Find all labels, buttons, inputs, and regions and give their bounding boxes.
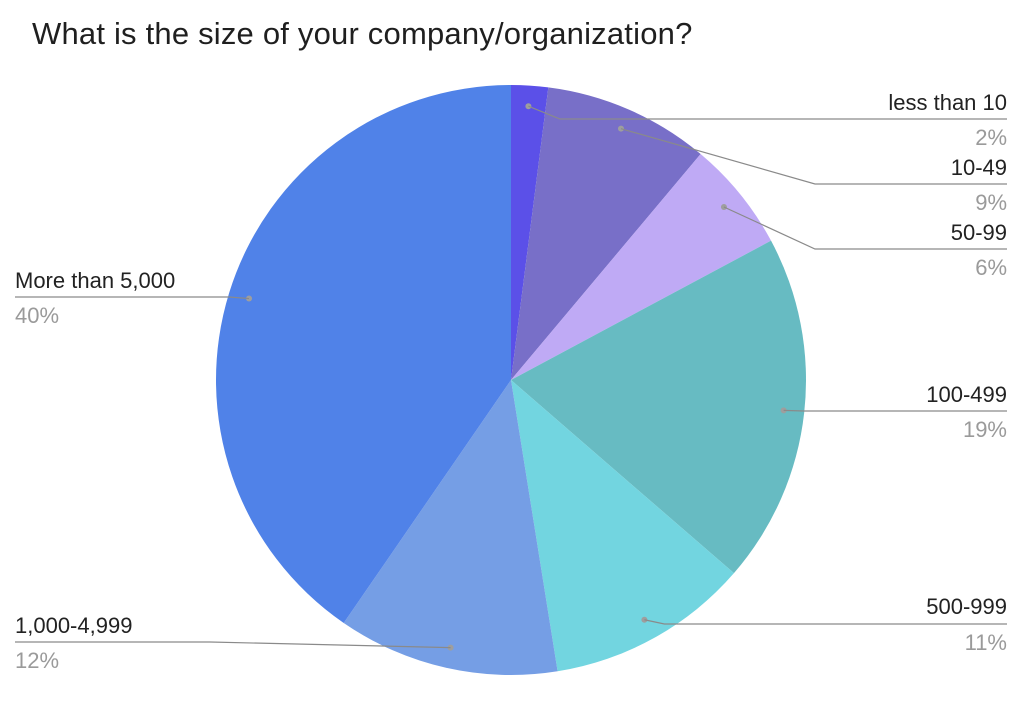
leader-line-10-49 (620, 128, 1007, 185)
leader-line-500-999 (644, 619, 1007, 625)
chart-title: What is the size of your company/organiz… (32, 16, 693, 51)
slice-label-10-49: 10-49 (951, 155, 1007, 180)
slice-label-1-000-4-999: 1,000-4,999 (15, 613, 132, 638)
pie-slice-more-than-5-000 (215, 85, 511, 623)
pie-slice-500-999 (511, 380, 734, 672)
slice-labels: less than 10 2% 10-49 9% 50-99 6% 100-499 19% 50… (15, 90, 1007, 673)
leader-line-100-499 (783, 409, 1007, 412)
leader-line-1-000-4-999 (15, 641, 451, 649)
slice-percent-500-999: 11% (965, 630, 1007, 655)
slice-percent-less-than-10: 2% (975, 125, 1007, 150)
leader-line-50-99 (723, 206, 1007, 250)
slice-label-less-than-10: less than 10 (888, 90, 1007, 115)
pie-slice-100-499 (511, 240, 806, 574)
slice-percent-100-499: 19% (963, 417, 1007, 442)
slice-percent-more-than-5-000: 40% (15, 303, 59, 328)
pie-slice-1-000-4-999 (343, 380, 558, 675)
leader-line-less-than-10 (528, 105, 1007, 120)
slice-label-more-than-5-000: More than 5,000 (15, 268, 175, 293)
slice-percent-50-99: 6% (975, 255, 1007, 280)
slice-label-500-999: 500-999 (926, 594, 1007, 619)
slice-label-50-99: 50-99 (951, 220, 1007, 245)
slice-percent-10-49: 9% (975, 190, 1007, 215)
leader-line-more-than-5-000 (15, 296, 250, 300)
pie-slice-10-49 (511, 87, 701, 381)
slice-label-100-499: 100-499 (926, 382, 1007, 407)
pie-slices (215, 85, 806, 675)
leader-lines (15, 103, 1007, 651)
slice-percent-1-000-4-999: 12% (15, 648, 59, 673)
pie-slice-50-99 (511, 154, 772, 380)
pie-slice-less-than-10 (511, 85, 549, 380)
